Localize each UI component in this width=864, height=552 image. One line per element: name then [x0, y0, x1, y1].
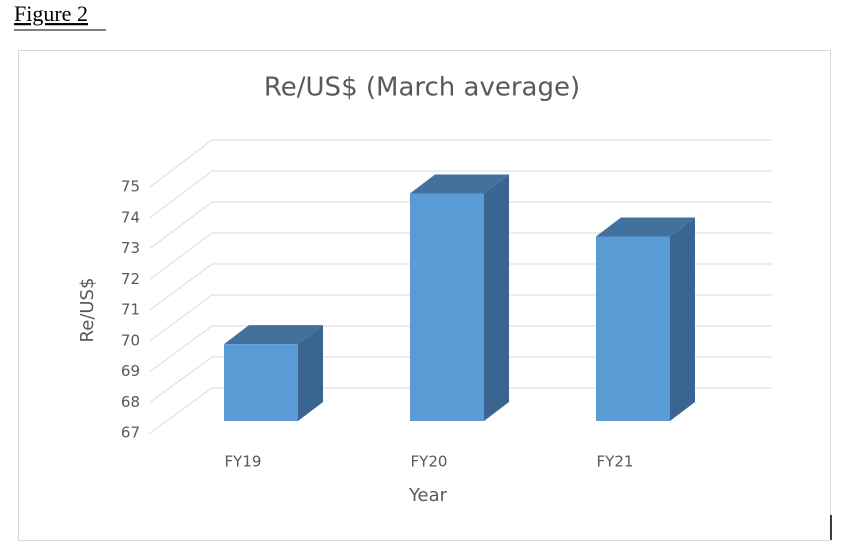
bar-side	[298, 325, 323, 421]
y-tick-label: 67	[121, 424, 140, 442]
bar-side	[484, 174, 509, 421]
bar	[224, 344, 298, 421]
grid-line	[149, 294, 772, 342]
figure-label: Figure 2	[14, 1, 88, 26]
y-axis-title: Re/US$	[77, 278, 98, 343]
y-tick-label: 68	[121, 393, 140, 411]
grid-line	[149, 325, 772, 372]
y-tick-label: 72	[121, 270, 140, 288]
y-tick-label: 71	[121, 301, 140, 319]
bar-top	[224, 325, 323, 345]
grid-line	[149, 387, 772, 434]
y-tick-label: 70	[121, 331, 140, 349]
bar-top	[596, 217, 695, 237]
grid-line	[149, 263, 772, 311]
y-tick-label: 69	[121, 362, 140, 380]
grid-line	[149, 356, 772, 403]
bar-top	[410, 174, 509, 194]
bar-side	[670, 217, 695, 421]
bar	[410, 193, 484, 421]
chart-title: Re/US$ (March average)	[264, 73, 580, 103]
y-tick-label: 74	[121, 208, 140, 226]
grid-line	[149, 170, 772, 219]
grid-line	[149, 139, 772, 188]
x-tick-label: FY20	[411, 453, 448, 471]
x-axis-title: Year	[408, 485, 448, 506]
grid-line	[149, 201, 772, 249]
y-tick-label: 73	[121, 239, 140, 257]
x-tick-label: FY19	[225, 453, 262, 471]
grid-line	[149, 232, 772, 280]
y-tick-label: 75	[121, 178, 140, 196]
bar	[596, 236, 670, 421]
x-tick-label: FY21	[597, 453, 634, 471]
